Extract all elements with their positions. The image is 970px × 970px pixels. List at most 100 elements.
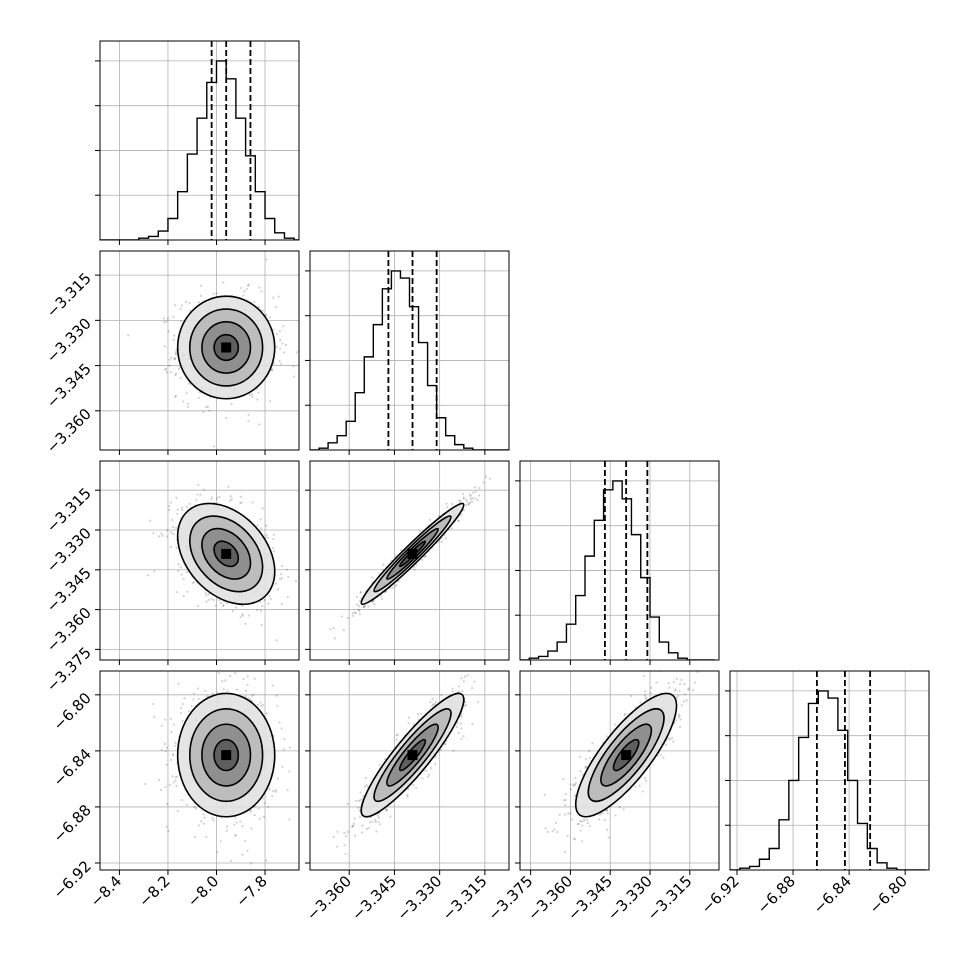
sample-point (233, 834, 237, 837)
sample-point (382, 563, 385, 566)
sample-point (127, 334, 130, 337)
sample-point (439, 748, 443, 751)
sample-point (230, 402, 233, 405)
sample-point (239, 501, 242, 504)
sample-point (202, 410, 205, 414)
y-tick-label: −3.360 (43, 405, 95, 457)
sample-point (261, 703, 265, 706)
panel-0-0 (95, 40, 300, 245)
sample-point (180, 506, 183, 509)
sample-point (175, 590, 178, 594)
sample-point (246, 675, 249, 678)
sample-point (464, 700, 467, 704)
sample-point (176, 512, 179, 516)
sample-point (179, 376, 182, 379)
sample-point (216, 497, 219, 500)
sample-point (197, 697, 200, 701)
sample-point (217, 671, 221, 675)
sample-point (205, 835, 208, 839)
sample-point (188, 382, 191, 385)
sample-point (175, 349, 178, 352)
sample-point (286, 595, 289, 599)
sample-point (257, 807, 260, 810)
sample-point (241, 614, 245, 617)
sample-point (287, 575, 290, 579)
sample-point (383, 757, 387, 761)
sample-point (219, 668, 221, 670)
panel-2-1 (305, 460, 510, 665)
x-tick-label: −3.315 (439, 872, 491, 924)
sample-point (225, 416, 228, 420)
sample-point (457, 685, 460, 688)
sample-point (292, 365, 295, 368)
sample-point (444, 537, 447, 540)
sample-point (169, 758, 173, 761)
sample-point (282, 325, 285, 328)
sample-point (247, 283, 250, 286)
sample-point (205, 594, 208, 597)
sample-point (230, 497, 233, 501)
sample-point (161, 534, 164, 537)
sample-point (396, 733, 399, 736)
sample-point (174, 358, 177, 361)
sample-point (180, 707, 183, 710)
sample-point (473, 486, 477, 489)
sample-point (166, 803, 169, 806)
sample-point (189, 309, 192, 312)
sample-point (465, 500, 469, 503)
histogram-step (520, 480, 716, 660)
sample-point (271, 684, 274, 687)
sample-point (182, 595, 185, 598)
sample-point (188, 502, 191, 506)
sample-point (421, 777, 424, 780)
sample-point (166, 317, 170, 320)
y-tick-label: −6.88 (50, 801, 95, 846)
sample-point (179, 711, 182, 715)
sample-point (181, 702, 184, 706)
sample-point (687, 688, 690, 691)
sample-point (174, 303, 177, 307)
sample-point (164, 785, 167, 789)
sample-point (446, 505, 449, 509)
sample-point (265, 859, 268, 862)
sample-point (164, 749, 167, 753)
sample-point (346, 830, 350, 833)
sample-point (359, 591, 362, 594)
sample-point (342, 628, 345, 632)
sample-point (352, 824, 355, 827)
sample-point (286, 788, 289, 792)
sample-point (614, 814, 617, 817)
sample-point (351, 825, 354, 828)
sample-point (357, 608, 360, 611)
sample-point (241, 853, 244, 856)
sample-point (490, 665, 492, 667)
sample-point (469, 497, 473, 500)
sample-point (247, 614, 251, 617)
sample-point (170, 545, 173, 548)
sample-point (207, 593, 210, 596)
sample-point (247, 420, 250, 423)
sample-point (606, 812, 609, 815)
sample-point (230, 859, 233, 862)
sample-point (644, 696, 647, 699)
sample-point (271, 546, 274, 550)
panel-2-2 (515, 460, 720, 665)
sample-point (586, 819, 589, 822)
sample-point (165, 535, 169, 538)
sample-point (174, 741, 177, 744)
sample-point (193, 580, 196, 584)
sample-point (245, 288, 248, 291)
sample-point (278, 330, 281, 333)
sample-point (426, 775, 429, 779)
sample-point (210, 496, 214, 499)
sample-point (264, 524, 268, 527)
sample-point (427, 773, 431, 777)
sample-point (170, 531, 173, 534)
sample-point (244, 622, 247, 625)
sample-point (463, 704, 466, 708)
sample-point (187, 710, 190, 713)
density-peak (221, 750, 232, 761)
x-tick-label: −8.0 (184, 872, 222, 910)
sample-point (205, 406, 208, 409)
sample-point (171, 518, 174, 521)
